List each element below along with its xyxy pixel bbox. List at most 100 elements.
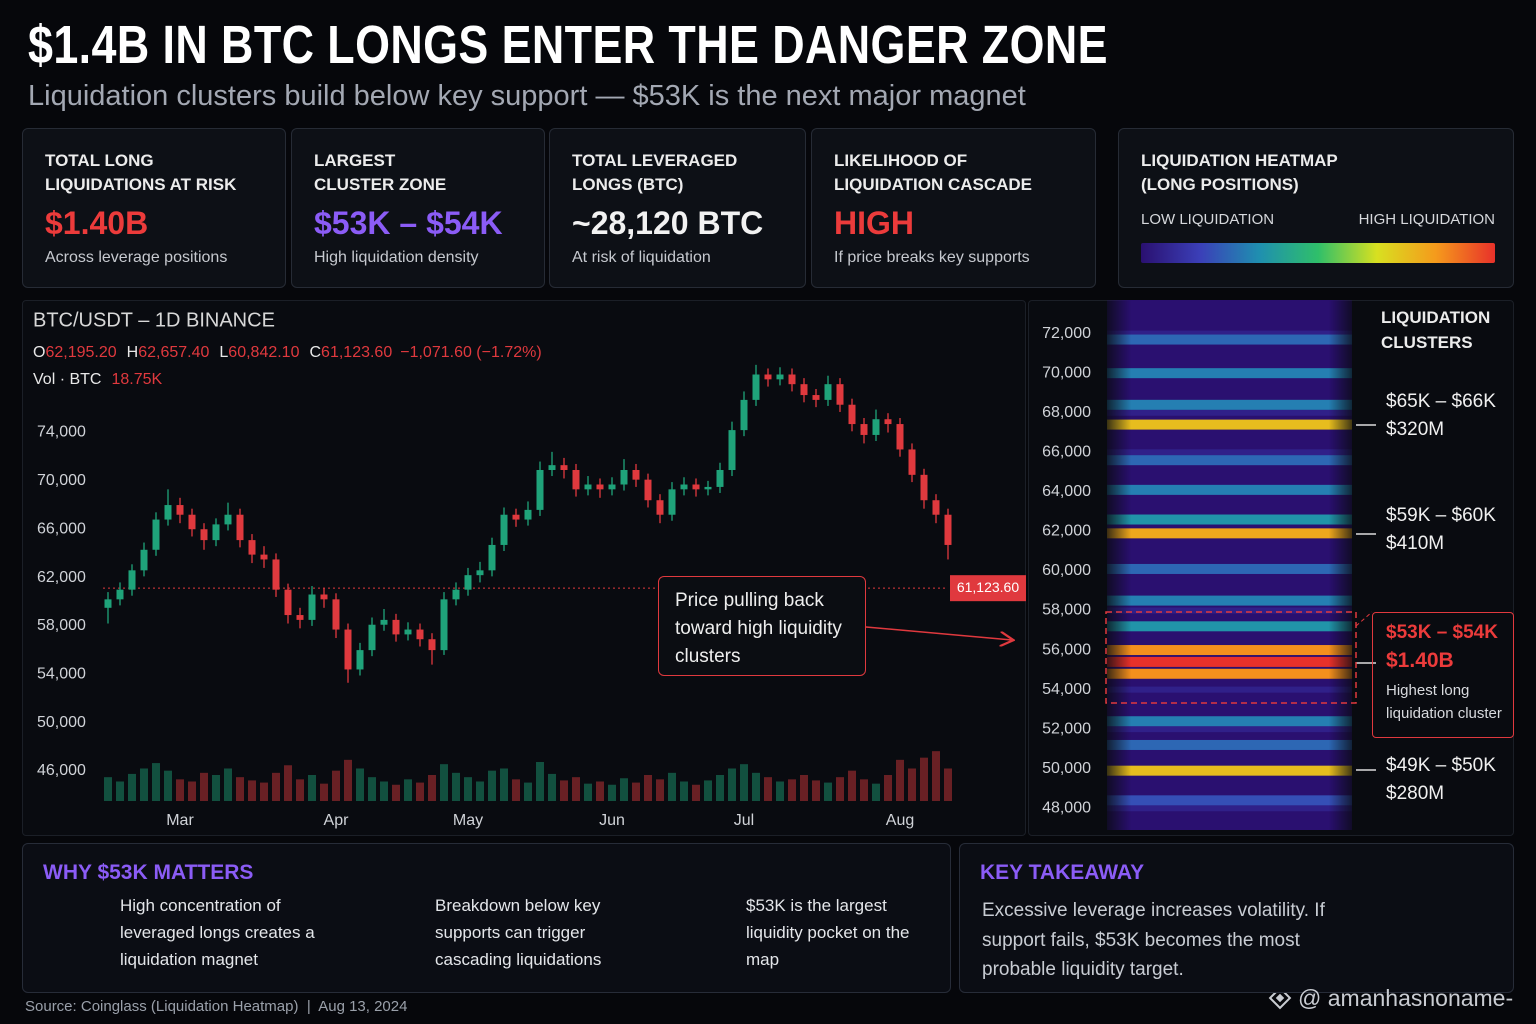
- candle-body: [368, 624, 376, 651]
- candle-body: [140, 549, 148, 571]
- volume-bar: [284, 765, 292, 801]
- volume-bar: [128, 773, 136, 801]
- card-note: High liquidation density: [314, 249, 479, 266]
- volume-bar: [548, 773, 556, 801]
- heatmap-legend: LIQUIDATION HEATMAP (LONG POSITIONS) LOW…: [1118, 128, 1514, 288]
- heat-band: [1107, 716, 1352, 727]
- volume-bar: [800, 775, 808, 801]
- volume-bar: [452, 772, 460, 801]
- legend-low: LOW LIQUIDATION: [1141, 211, 1275, 228]
- candle-body: [344, 629, 352, 670]
- quote-key: L: [219, 344, 228, 361]
- y-tick-label: 74,000: [37, 424, 86, 441]
- chart-panel: [22, 300, 1026, 836]
- candle-body: [872, 419, 880, 435]
- y-tick-label: 52,000: [1042, 720, 1091, 737]
- heat-band: [1107, 368, 1352, 379]
- candle-body: [824, 384, 832, 400]
- x-tick-label: Jul: [734, 812, 754, 829]
- heat-band: [1107, 645, 1352, 656]
- candle-body: [704, 486, 712, 490]
- why-card: WHY $53K MATTERS High concentration of l…: [22, 843, 951, 993]
- x-tick-label: Mar: [166, 812, 194, 829]
- highlight-zone: [1105, 611, 1357, 704]
- volume-bar: [464, 777, 472, 801]
- y-tick-label: 56,000: [1042, 641, 1091, 658]
- quote-key: O: [33, 344, 45, 361]
- candle-body: [164, 505, 172, 520]
- candle-body: [404, 629, 412, 635]
- candle-body: [692, 484, 700, 490]
- why-title: WHY $53K MATTERS: [43, 861, 254, 884]
- volume-bar: [512, 779, 520, 801]
- card-label: LIKELIHOOD OF LIQUIDATION CASCADE: [834, 151, 1033, 194]
- y-tick-label: 54,000: [1042, 681, 1091, 698]
- candle-body: [728, 430, 736, 470]
- heat-band: [1107, 334, 1352, 345]
- heat-band: [1107, 656, 1352, 667]
- volume-bar: [404, 779, 412, 801]
- y-tick-label: 58,000: [37, 617, 86, 634]
- heat-band: [1107, 563, 1352, 574]
- volume-bar: [884, 775, 892, 801]
- volume-bar: [188, 781, 196, 801]
- y-tick-label: 46,000: [37, 762, 86, 779]
- takeaway-title: KEY TAKEAWAY: [980, 861, 1145, 884]
- y-tick-label: 68,000: [1042, 404, 1091, 421]
- volume-bar: [920, 757, 928, 801]
- volume-bar: [104, 777, 112, 801]
- x-tick-label: Jun: [599, 812, 625, 829]
- candle-body: [500, 514, 508, 545]
- volume-bar: [812, 780, 820, 801]
- candle-body: [524, 509, 532, 520]
- volume-bar: [632, 782, 640, 801]
- y-tick-label: 70,000: [37, 472, 86, 489]
- volume-bar: [428, 775, 436, 801]
- last-price-tag: [950, 575, 1026, 602]
- highlight-connector: [1355, 611, 1373, 627]
- cluster-amount: $410M: [1386, 533, 1445, 554]
- candle-body: [572, 470, 580, 490]
- candle-body: [452, 589, 460, 600]
- candle-body: [176, 505, 184, 515]
- cluster-range: $49K – $50K: [1386, 755, 1496, 776]
- cluster-amount: $320M: [1386, 419, 1445, 440]
- y-tick-label: 66,000: [37, 520, 86, 537]
- volume-bar: [788, 779, 796, 801]
- quote-key: H: [127, 344, 139, 361]
- quote-value: 62,195.20: [45, 344, 116, 361]
- candle-body: [116, 589, 124, 600]
- volume-bar: [356, 768, 364, 801]
- x-tick-label: Aug: [886, 812, 914, 829]
- volume-bar: [368, 777, 376, 801]
- volume-value: 18.75K: [111, 371, 162, 388]
- volume-bar: [500, 768, 508, 801]
- volume-bar: [236, 777, 244, 801]
- volume-bar: [380, 781, 388, 801]
- cluster-label: $49K – $50K $280M: [1386, 752, 1511, 808]
- volume-bar: [728, 768, 736, 801]
- heat-band: [1107, 595, 1352, 606]
- quote-value: 62,657.40: [138, 344, 209, 361]
- candle-body: [332, 599, 340, 630]
- candle-body: [308, 594, 316, 620]
- heat-band: [1107, 528, 1352, 539]
- volume-bar: [476, 781, 484, 801]
- candle-body: [848, 404, 856, 425]
- volume-bar: [872, 783, 880, 801]
- y-tick-label: 50,000: [37, 714, 86, 731]
- volume-bar: [704, 780, 712, 801]
- highlight-box: [1372, 612, 1514, 738]
- volume-bar: [248, 780, 256, 801]
- candle-body: [416, 629, 424, 640]
- annotation: Price pulling back toward high liquidity…: [658, 576, 866, 676]
- volume-bar: [716, 775, 724, 801]
- volume-bar: [824, 782, 832, 801]
- candle-body: [740, 399, 748, 431]
- volume-bar: [140, 768, 148, 801]
- source: Source: Coinglass (Liquidation Heatmap) …: [25, 998, 408, 1015]
- y-tick-label: 48,000: [1042, 799, 1091, 816]
- heatmap-body: [1107, 300, 1352, 830]
- candle-body: [560, 465, 568, 470]
- card-value: HIGH: [834, 205, 914, 241]
